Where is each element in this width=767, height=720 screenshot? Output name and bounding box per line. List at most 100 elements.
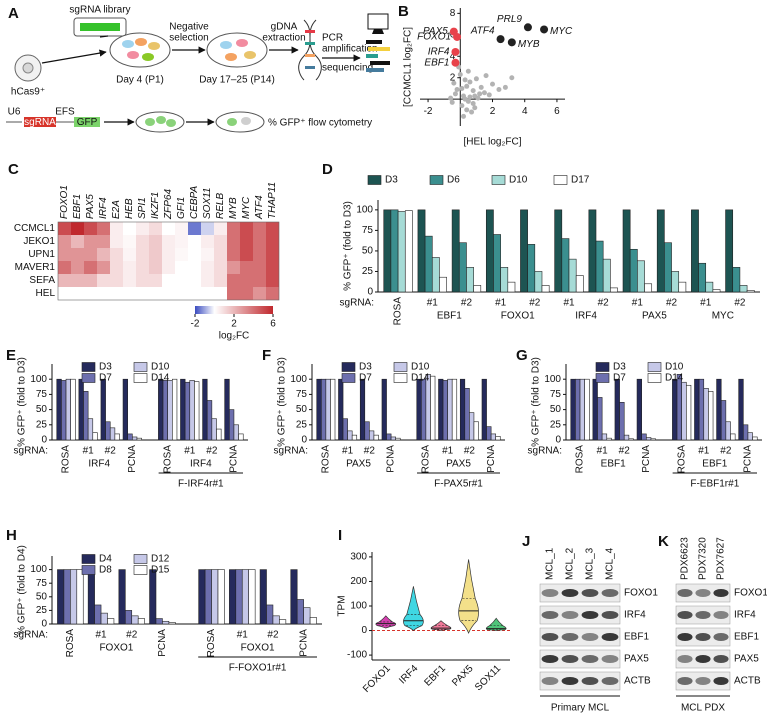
row-label: IRF4 [734, 610, 756, 621]
bar [416, 378, 422, 441]
x-tick-label: #2 [126, 630, 138, 641]
dish [206, 32, 268, 68]
row-label: ACTB [624, 676, 651, 687]
blot-band [561, 655, 579, 663]
blot-strip [539, 583, 621, 603]
read [366, 40, 382, 44]
heatmap-cell [58, 287, 71, 300]
bar [259, 569, 267, 625]
heatmap-cell [123, 274, 136, 287]
cell-dot [220, 41, 232, 49]
y-tick-label: 100 [30, 374, 47, 385]
x-tick-label: #1 [632, 298, 644, 309]
x-tick-label: PCNA [743, 445, 754, 473]
heatmap-cell [227, 235, 240, 248]
bar [507, 281, 516, 293]
row-label: IRF4 [624, 610, 646, 621]
heatmap-cell [188, 235, 201, 248]
bar [570, 378, 576, 441]
y-axis-label: % GFP⁺ (fold to D3) [17, 357, 28, 447]
point [473, 76, 479, 82]
legend-label: D3 [359, 362, 372, 373]
y-tick-label: 50 [36, 404, 48, 415]
heatmap-cell [84, 261, 97, 274]
legend-label: D10 [411, 362, 430, 373]
bar [527, 244, 536, 293]
bar [493, 234, 501, 293]
x-axis-label: [HEL log₂FC] [464, 137, 522, 148]
x-tick-label: ROSA [575, 445, 586, 474]
blot-band [695, 677, 711, 685]
heatmap-cell [84, 287, 97, 300]
bar [316, 378, 322, 441]
bar [739, 285, 748, 293]
dish [215, 111, 265, 133]
blot-band [695, 655, 711, 663]
column-label: MYC [241, 196, 252, 219]
legend-swatch [393, 373, 408, 383]
y-tick-label: 50 [550, 404, 562, 415]
heatmap-cell [240, 274, 253, 287]
bar [424, 235, 433, 293]
heatmap-cell [188, 287, 201, 300]
y-tick-label: 50 [362, 246, 374, 257]
point [502, 84, 508, 90]
x-tick-label: #1 [698, 446, 710, 457]
point-label: IRF4 [428, 47, 450, 58]
bar [575, 378, 581, 441]
readout-label: % GFP⁺ flow cytometry [268, 118, 372, 129]
bar [397, 211, 406, 293]
legend-swatch [647, 373, 662, 383]
column-label: IRF4 [98, 197, 109, 219]
heatmap-cell [240, 261, 253, 274]
legend-swatch [133, 373, 148, 383]
y-tick-label: 25 [362, 266, 374, 277]
blot-band [601, 677, 619, 685]
heatmap-cell [214, 248, 227, 261]
arrow [41, 49, 107, 64]
colorbar-tick-label: 2 [231, 319, 237, 330]
column-label: EBF1 [72, 194, 83, 219]
bar [425, 374, 431, 441]
heatmap-cell [110, 235, 123, 248]
blot-band [677, 655, 693, 663]
cell-dot [142, 53, 154, 61]
point [481, 90, 487, 96]
heatmap-cell [58, 222, 71, 235]
bar [473, 421, 479, 441]
legend-swatch [133, 565, 148, 575]
bar [694, 378, 700, 441]
bar [678, 281, 687, 293]
heatmap-cell [227, 248, 240, 261]
bar [703, 388, 709, 441]
x-tick-label: #2 [206, 446, 218, 457]
bar [520, 209, 528, 293]
x-tick-label: PCNA [641, 445, 652, 473]
x-tick-label: #2 [461, 298, 473, 309]
heatmap-cell [227, 287, 240, 300]
day-label: Day 4 (P1) [116, 75, 164, 86]
bar [712, 289, 721, 293]
point [483, 73, 489, 79]
legend-label: D3 [99, 362, 112, 373]
reporter-box [74, 117, 100, 127]
step-label: Negative [169, 22, 209, 33]
cell-dot [122, 40, 134, 48]
blot-band [541, 655, 559, 663]
bar [592, 378, 598, 441]
legend-swatch [81, 362, 96, 372]
panel-label: A [8, 5, 19, 22]
bar [180, 378, 186, 441]
heatmap-cell [266, 248, 279, 261]
blot-band [581, 611, 599, 619]
bar [720, 400, 727, 441]
row-label: FOXO1 [734, 588, 767, 599]
x-tick-label: ROSA [676, 445, 687, 474]
blot-band [695, 611, 711, 619]
colorbar-tick-label: -2 [191, 319, 200, 330]
violin [403, 586, 424, 632]
bar [691, 209, 699, 293]
heatmap-cell [227, 222, 240, 235]
heatmap-cell [266, 287, 279, 300]
highlight-point [453, 32, 462, 41]
